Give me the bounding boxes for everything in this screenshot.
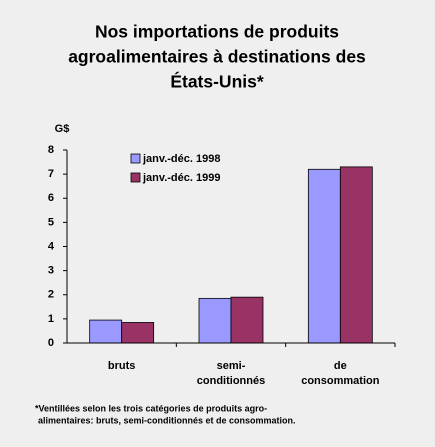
x-tick-label: de bbox=[334, 360, 347, 372]
y-tick-label: 2 bbox=[48, 289, 54, 301]
legend-swatch bbox=[130, 172, 141, 183]
x-tick-label: conditionnés bbox=[197, 375, 265, 387]
footnote: *Ventillées selon les trois catégories d… bbox=[35, 403, 267, 413]
x-tick-label: bruts bbox=[108, 360, 136, 372]
x-tick-label: semi- bbox=[217, 360, 246, 372]
bar bbox=[339, 166, 373, 344]
bar bbox=[307, 168, 341, 344]
bar bbox=[230, 296, 264, 344]
legend-label: janv.-déc. 1998 bbox=[142, 153, 220, 165]
y-tick-label: 5 bbox=[48, 216, 54, 228]
x-tick-label: consommation bbox=[301, 375, 380, 387]
y-tick-label: 0 bbox=[48, 337, 54, 349]
bar bbox=[198, 297, 232, 344]
y-axis-label: G$ bbox=[55, 123, 70, 135]
y-tick-label: 1 bbox=[48, 313, 54, 325]
y-tick-label: 4 bbox=[48, 240, 55, 252]
y-tick-label: 3 bbox=[48, 265, 54, 277]
chart-title: agroalimentaires à destinations des bbox=[68, 47, 366, 67]
bar bbox=[121, 322, 155, 344]
bar bbox=[89, 319, 123, 344]
chart-title: États-Unis* bbox=[170, 71, 264, 92]
legend-swatch bbox=[130, 153, 141, 164]
chart-title: Nos importations de produits bbox=[95, 22, 339, 42]
y-tick-label: 6 bbox=[48, 192, 54, 204]
footnote: alimentaires: bruts, semi-conditionnés e… bbox=[38, 415, 296, 425]
y-tick-label: 7 bbox=[48, 168, 54, 180]
legend-label: janv.-déc. 1999 bbox=[142, 172, 220, 184]
y-tick-label: 8 bbox=[48, 144, 54, 156]
